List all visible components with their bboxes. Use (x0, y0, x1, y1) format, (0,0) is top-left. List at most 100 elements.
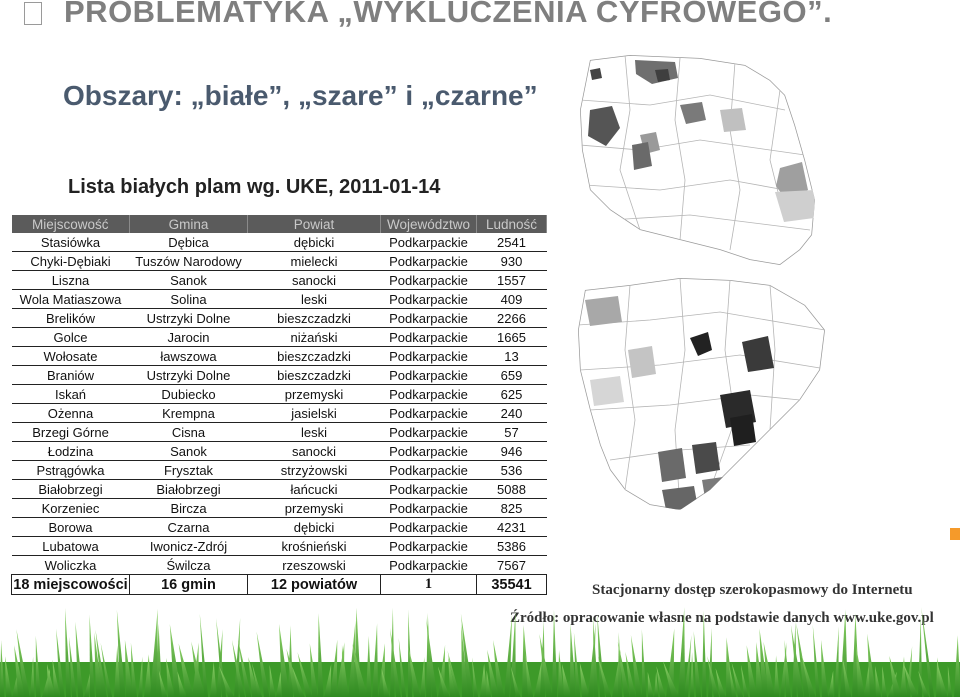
cell-commune: Czarna (129, 517, 248, 537)
grass-blade (408, 609, 413, 697)
grass-blade (882, 666, 887, 697)
cell-county: bieszczadzki (247, 346, 381, 366)
grass-blade (759, 628, 769, 697)
cell-locality: Liszna (11, 270, 130, 290)
grass-blade (903, 663, 919, 697)
total-population: 35541 (476, 574, 547, 595)
cell-commune: Białobrzegi (129, 479, 248, 499)
grass-blade (855, 645, 866, 697)
table-body: Stasiówka Dębica dębicki Podkarpackie 2541 Ch… (11, 233, 547, 575)
cell-voivodeship: Podkarpackie (380, 384, 477, 404)
table-total-row: 18 miejscowości 16 gmin 12 powiatów 1 35… (11, 574, 547, 595)
grass-blade (480, 663, 488, 697)
grass-blade (216, 618, 227, 697)
grass-blade (573, 632, 581, 697)
table-row: Korzeniec Bircza przemyski Podkarpackie 825 (11, 498, 547, 518)
grass-blade (707, 656, 720, 697)
cell-population: 946 (476, 441, 547, 461)
table-row: Brzegi Górne Cisna leski Podkarpackie 57 (11, 422, 547, 442)
header-locality: Miejscowość (11, 215, 130, 233)
cell-population: 7567 (476, 555, 547, 575)
grass-blade (558, 650, 565, 697)
header-commune: Gmina (129, 215, 248, 233)
table-row: Brelików Ustrzyki Dolne bieszczadzki Podkar… (11, 308, 547, 328)
grass-blade (269, 664, 276, 697)
grass-blade (52, 659, 61, 697)
cell-commune: Ustrzyki Dolne (129, 308, 248, 328)
grass-blade (552, 609, 558, 697)
grass-blade (150, 609, 158, 697)
cell-county: leski (247, 422, 381, 442)
grass-blade (889, 655, 902, 697)
grass-blade (177, 671, 187, 697)
cell-locality: Ożenna (11, 403, 130, 423)
grass-blade (647, 671, 654, 697)
grass-blade (256, 631, 270, 697)
table-row: Iskań Dubiecko przemyski Podkarpackie 625 (11, 384, 547, 404)
grass-blade (790, 624, 804, 697)
grass-blade (178, 643, 194, 697)
table-row: Wola Matiaszowa Solina leski Podkarpackie 40… (11, 289, 547, 309)
cell-locality: Pstrągówka (11, 460, 130, 480)
grass-blade (801, 653, 816, 697)
grass-blade (251, 663, 263, 697)
grass-blade (690, 651, 695, 697)
grass-blade (900, 656, 907, 697)
cell-locality: Borowa (11, 517, 130, 537)
grass-blade (812, 624, 821, 697)
grass-blade (408, 646, 421, 697)
grass-blade (708, 627, 713, 697)
grass-blade (390, 628, 401, 697)
grass-blade (684, 634, 692, 697)
cell-commune: Frysztak (129, 460, 248, 480)
table-row: Liszna Sanok sanocki Podkarpackie 1557 (11, 270, 547, 290)
grass-blade (666, 628, 675, 697)
cell-population: 409 (476, 289, 547, 309)
cell-commune: Solina (129, 289, 248, 309)
grass-blade (937, 664, 948, 697)
cell-voivodeship: Podkarpackie (380, 422, 477, 442)
cell-county: sanocki (247, 441, 381, 461)
cell-county: łańcucki (247, 479, 381, 499)
grass-blade (597, 656, 612, 697)
grass-blade (318, 613, 324, 697)
cell-voivodeship: Podkarpackie (380, 441, 477, 461)
grass-blade (954, 635, 960, 697)
cell-locality: Brzegi Górne (11, 422, 130, 442)
cell-locality: Iskań (11, 384, 130, 404)
grass-blade (130, 642, 138, 697)
cell-county: przemyski (247, 384, 381, 404)
table-row: Woliczka Świlcza rzeszowski Podkarpackie 756… (11, 555, 547, 575)
table-row: Lubatowa Iwonicz-Zdrój krośnieński Podkarpa… (11, 536, 547, 556)
cell-population: 2266 (476, 308, 547, 328)
cell-population: 240 (476, 403, 547, 423)
grass-blade (366, 635, 372, 697)
cell-voivodeship: Podkarpackie (380, 308, 477, 328)
grass-blade (447, 650, 461, 697)
cell-commune: Bircza (129, 498, 248, 518)
grass-blade (330, 639, 338, 697)
cell-county: bieszczadzki (247, 365, 381, 385)
cell-population: 5088 (476, 479, 547, 499)
grass-blade (729, 666, 737, 697)
grass-blade (144, 654, 152, 697)
cell-voivodeship: Podkarpackie (380, 251, 477, 271)
header-population: Ludność (476, 215, 547, 233)
grass-blade (191, 641, 206, 697)
cell-county: strzyżowski (247, 460, 381, 480)
cell-population: 2541 (476, 233, 547, 252)
grass-blade (834, 626, 839, 697)
slide-subtitle: Obszary: „białe”, „szare” i „czarne” (63, 80, 538, 111)
cell-population: 536 (476, 460, 547, 480)
list-heading: Lista białych plam wg. UKE, 2011-01-14 (68, 176, 441, 198)
cell-commune: Iwonicz-Zdrój (129, 536, 248, 556)
cell-commune: Dubiecko (129, 384, 248, 404)
cell-locality: Wola Matiaszowa (11, 289, 130, 309)
grass-blade (864, 660, 871, 697)
grass-blade (341, 644, 349, 697)
grass-blade (219, 666, 235, 697)
map-caption: Stacjonarny dostęp szerokopasmowy do Int… (592, 582, 913, 598)
grass-blade (30, 656, 35, 697)
header-voivodeship: Województwo (380, 215, 477, 233)
table-row: Białobrzegi Białobrzegi łańcucki Podkarpack… (11, 479, 547, 499)
